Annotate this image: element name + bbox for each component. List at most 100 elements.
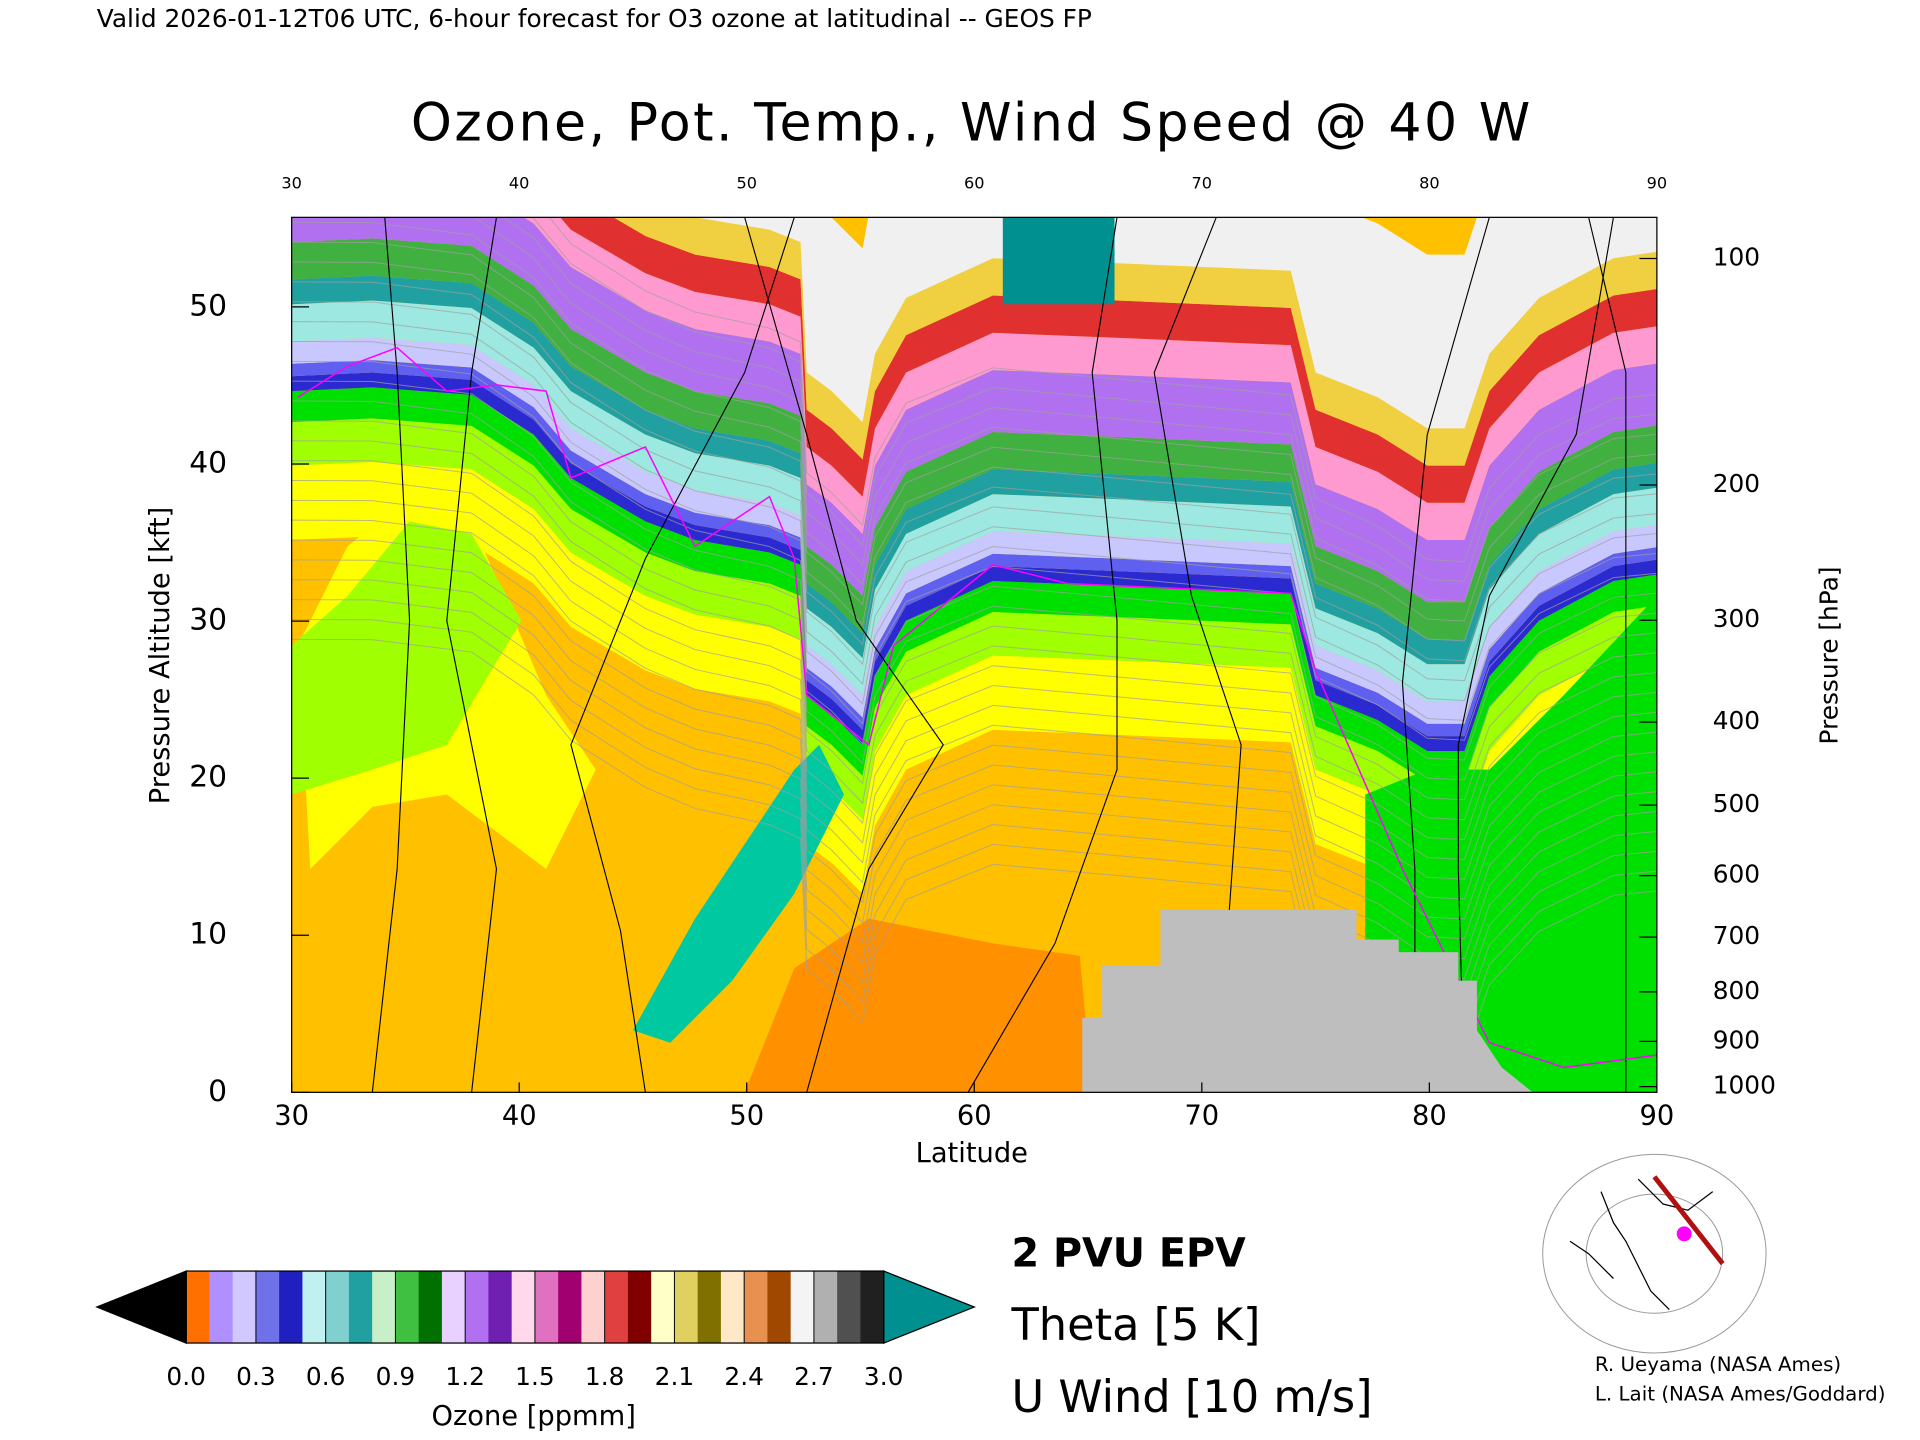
field-band — [291, 418, 1657, 826]
y-tick-label: 10 — [189, 917, 227, 952]
map-section-line — [1652, 1175, 1725, 1266]
credit: R. Ueyama (NASA Ames) — [1595, 1353, 1841, 1376]
x-top-tick-label: 80 — [1419, 173, 1440, 192]
x-axis-label: Latitude — [916, 1138, 1028, 1169]
theta-contour — [291, 340, 1657, 761]
pv-contour — [297, 346, 1657, 1069]
theta-contour — [291, 499, 1657, 920]
x-top-tick-label: 50 — [736, 173, 757, 192]
x-top-tick-label: 40 — [509, 173, 530, 192]
x-top-tick-label: 70 — [1192, 173, 1213, 192]
colorbar-swatch — [465, 1271, 490, 1344]
theta-contour — [291, 460, 1657, 880]
x-tick-label: 60 — [957, 1101, 992, 1132]
y2-tick-label: 900 — [1713, 1025, 1760, 1054]
theta-contour — [291, 380, 1657, 801]
colorbar-swatch — [209, 1271, 234, 1344]
colorbar-swatch — [302, 1271, 327, 1344]
theta-contour — [291, 440, 1657, 860]
theta-contour — [291, 420, 1657, 840]
colorbar-tick-label: 2.4 — [724, 1362, 763, 1391]
y-tick-label: 20 — [189, 760, 227, 795]
colorbar-under — [95, 1270, 187, 1344]
colorbar-swatch — [744, 1271, 769, 1344]
chart-title: Ozone, Pot. Temp., Wind Speed @ 40 W — [411, 94, 1533, 154]
colorbar-swatch — [720, 1271, 745, 1344]
theta-contour — [291, 221, 1657, 642]
x-top-tick-label: 90 — [1647, 173, 1668, 192]
theta-contour — [473, 217, 1657, 622]
map-frame — [1555, 1163, 1754, 1314]
credit: L. Lait (NASA Ames/Goddard) — [1595, 1383, 1886, 1406]
field-band — [560, 217, 1657, 503]
colorbar-swatch — [651, 1271, 676, 1344]
field-band — [632, 744, 844, 1043]
colorbar-tick-label: 1.2 — [445, 1362, 484, 1391]
field-band — [291, 521, 522, 795]
map-graticule — [1542, 1153, 1767, 1354]
theta-contour — [502, 217, 1657, 602]
theta-contour — [291, 301, 1657, 721]
colorbar-tick-label: 1.5 — [515, 1362, 554, 1391]
wind-contour — [570, 217, 795, 1093]
theta-contour — [291, 539, 1657, 960]
field-band — [291, 300, 1657, 702]
y-tick-label: 30 — [189, 603, 227, 638]
colorbar-tick-label: 0.9 — [376, 1362, 415, 1391]
y-tick-label: 40 — [189, 445, 227, 480]
field-band — [695, 217, 1657, 429]
colorbar-swatch — [837, 1271, 862, 1344]
wind-contour — [744, 217, 944, 1093]
y2-axis-label: Pressure [hPa] — [1815, 566, 1844, 744]
header: Valid 2026-01-12T06 UTC, 6-hour forecast… — [97, 4, 1092, 33]
y2-tick-label: 700 — [1713, 921, 1760, 950]
legend-entry: U Wind [10 m/s] — [1012, 1371, 1373, 1423]
colorbar-swatch — [790, 1271, 815, 1344]
field-band — [291, 217, 1657, 603]
colorbar-swatch — [697, 1271, 722, 1344]
colorbar-label: Ozone [ppmm] — [431, 1401, 635, 1432]
wind-contour — [1457, 217, 1614, 1093]
colorbar-tick-label: 0.3 — [236, 1362, 275, 1391]
wind-contour — [371, 217, 411, 1093]
theta-contour — [291, 321, 1657, 741]
field-band — [744, 918, 1093, 1093]
colorbar-swatch — [395, 1271, 420, 1344]
wind-contour — [967, 217, 1118, 1093]
theta-contour — [548, 217, 1657, 562]
colorbar-tick-label: 0.0 — [166, 1362, 205, 1391]
field-band — [613, 217, 1657, 466]
y-tick-label: 50 — [189, 288, 227, 323]
colorbar-swatch — [511, 1271, 536, 1344]
x-tick-label: 90 — [1640, 1101, 1675, 1132]
colorbar-swatch — [372, 1271, 397, 1344]
y2-tick-label: 200 — [1713, 469, 1760, 498]
colorbar-swatch — [488, 1271, 513, 1344]
field-band — [523, 217, 1657, 541]
colorbar-swatch — [418, 1271, 443, 1344]
x-tick-label: 50 — [729, 1101, 764, 1132]
field-band — [291, 461, 1657, 900]
theta-contour — [291, 400, 1657, 821]
colorbar-tick-label: 2.7 — [794, 1362, 833, 1391]
y2-tick-label: 100 — [1713, 242, 1760, 271]
colorbar-swatch — [279, 1271, 304, 1344]
theta-contour — [291, 281, 1657, 701]
colorbar-swatch — [441, 1271, 466, 1344]
colorbar-swatch — [255, 1271, 280, 1344]
ozone-field — [291, 217, 1657, 1093]
wind-contour — [1588, 217, 1627, 1093]
colorbar-swatch — [232, 1271, 257, 1344]
wind-contour — [446, 217, 498, 1093]
legend-entry: 2 PVU EPV — [1012, 1231, 1247, 1277]
colorbar-swatch — [767, 1271, 792, 1344]
colorbar-swatch — [581, 1271, 606, 1344]
wind-contour — [1401, 217, 1490, 1093]
y-tick-label: 0 — [208, 1074, 227, 1109]
colorbar-tick-label: 3.0 — [864, 1362, 903, 1391]
x-top-tick-label: 30 — [281, 173, 302, 192]
y2-tick-label: 800 — [1713, 976, 1760, 1005]
colorbar-swatch — [558, 1271, 583, 1344]
colorbar-swatch — [860, 1271, 885, 1344]
